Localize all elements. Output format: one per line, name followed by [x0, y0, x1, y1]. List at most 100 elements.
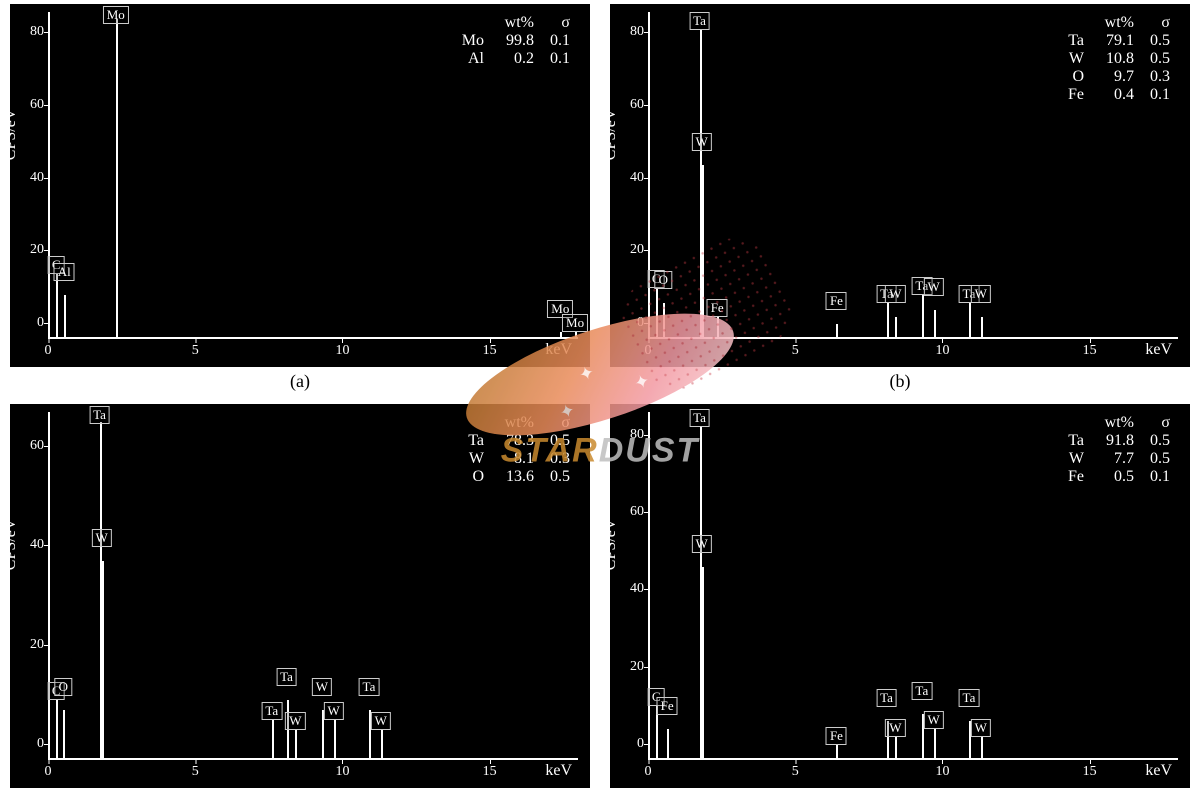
panel-d: CPS/eVkeV020406080051015CFeTaWFeTaWTaWTa…: [600, 400, 1200, 800]
spectrum-peak: [656, 288, 658, 339]
x-tick: 15: [483, 343, 497, 359]
cell-element: O: [1050, 68, 1084, 86]
eds-spectrum-plot: CPS/eVkeV020406080051015CAlMoMoMowt%σMo9…: [10, 4, 590, 367]
panel-grid: CPS/eVkeV020406080051015CAlMoMoMowt%σMo9…: [0, 0, 1200, 800]
table-row: O9.70.3: [1050, 68, 1170, 86]
spectrum-peak: [836, 745, 838, 760]
y-axis-label: CPS/eV: [602, 519, 620, 571]
cell-element: Mo: [450, 32, 484, 50]
spectrum-baseline: [48, 331, 578, 339]
peak-label: W: [371, 712, 391, 730]
header-wt: wt%: [1084, 414, 1134, 432]
cell-element: W: [1050, 450, 1084, 468]
peak-label: Ta: [359, 678, 380, 696]
eds-spectrum-plot: CPS/eVkeV020406080051015CFeTaWFeTaWTaWTa…: [610, 404, 1190, 788]
cell-element: Fe: [1050, 86, 1084, 104]
spectrum-peak: [116, 19, 118, 339]
y-tick: 40: [20, 170, 44, 186]
cell-element: W: [450, 450, 484, 468]
peak-label: Ta: [276, 668, 297, 686]
peak-label: W: [285, 712, 305, 730]
cell-element: Ta: [1050, 432, 1084, 450]
y-tick: 20: [620, 659, 644, 675]
cell-wt: 9.7: [1084, 68, 1134, 86]
y-axis: [48, 412, 50, 760]
spectrum-peak: [667, 729, 669, 760]
x-tick: 10: [335, 764, 349, 780]
spectrum-peak: [560, 332, 562, 339]
cell-sigma: 0.3: [534, 450, 570, 468]
x-tick: 0: [645, 764, 652, 780]
header-wt: wt%: [484, 414, 534, 432]
cell-wt: 13.6: [484, 468, 534, 486]
peak-label: Al: [54, 263, 75, 281]
cell-sigma: 0.5: [1134, 50, 1170, 68]
header-sigma: σ: [1134, 14, 1170, 32]
cell-element: Ta: [450, 432, 484, 450]
peak-label: W: [91, 529, 111, 547]
y-axis-label: CPS/eV: [2, 519, 20, 571]
peak-label: W: [691, 133, 711, 151]
x-tick: 15: [1083, 343, 1097, 359]
table-row: W8.10.3: [450, 450, 570, 468]
spectrum-peak: [934, 729, 936, 760]
y-tick: 20: [20, 242, 44, 258]
spectrum-peak: [63, 710, 65, 760]
y-tick: 40: [20, 537, 44, 553]
y-tick: 20: [620, 242, 644, 258]
table-header-row: wt%σ: [1050, 414, 1170, 432]
x-tick: 5: [792, 764, 799, 780]
table-header-row: wt%σ: [450, 414, 570, 432]
header-element: [1050, 14, 1084, 32]
table-row: Mo99.80.1: [450, 32, 570, 50]
cell-sigma: 0.5: [1134, 450, 1170, 468]
header-wt: wt%: [1084, 14, 1134, 32]
table-row: Al0.20.1: [450, 50, 570, 68]
x-tick: 0: [45, 343, 52, 359]
peak-label: Fe: [826, 727, 847, 745]
y-tick: 0: [20, 736, 44, 752]
table-row: Ta91.80.5: [1050, 432, 1170, 450]
y-axis: [648, 412, 650, 760]
header-sigma: σ: [1134, 414, 1170, 432]
peak-label: O: [655, 271, 672, 289]
y-axis: [648, 12, 650, 339]
composition-table: wt%σTa79.10.5W10.80.5O9.70.3Fe0.40.1: [1050, 14, 1170, 104]
peak-label: Ta: [876, 689, 897, 707]
table-row: Fe0.50.1: [1050, 468, 1170, 486]
cell-wt: 10.8: [1084, 50, 1134, 68]
cell-wt: 0.2: [484, 50, 534, 68]
y-tick: 20: [20, 637, 44, 653]
cell-element: W: [1050, 50, 1084, 68]
spectrum-peak: [981, 737, 983, 760]
cell-wt: 91.8: [1084, 432, 1134, 450]
spectrum-baseline: [48, 752, 578, 760]
peak-label: W: [885, 719, 905, 737]
peak-label: W: [923, 278, 943, 296]
cell-element: Ta: [1050, 32, 1084, 50]
spectrum-peak: [895, 737, 897, 760]
panel-a: CPS/eVkeV020406080051015CAlMoMoMowt%σMo9…: [0, 0, 600, 400]
panel-caption: (a): [0, 367, 600, 400]
cell-sigma: 0.1: [534, 50, 570, 68]
panel-c: CPS/eVkeV0204060051015COTaWTaTaWWWTaWwt%…: [0, 400, 600, 800]
spectrum-peak: [702, 567, 704, 760]
spectrum-peak: [969, 303, 971, 339]
peak-label: Ta: [959, 689, 980, 707]
peak-label: W: [691, 535, 711, 553]
x-axis-label: keV: [1145, 762, 1172, 780]
spectrum-peak: [934, 310, 936, 339]
y-axis-label: CPS/eV: [602, 108, 620, 160]
cell-sigma: 0.5: [1134, 432, 1170, 450]
y-tick: 40: [620, 581, 644, 597]
table-header-row: wt%σ: [450, 14, 570, 32]
spectrum-peak: [56, 700, 58, 760]
header-sigma: σ: [534, 414, 570, 432]
spectrum-peak: [922, 295, 924, 339]
cell-wt: 0.5: [1084, 468, 1134, 486]
cell-wt: 7.7: [1084, 450, 1134, 468]
spectrum-peak: [717, 317, 719, 339]
header-wt: wt%: [484, 14, 534, 32]
peak-label: Ta: [261, 702, 282, 720]
composition-table: wt%σTa78.30.5W8.10.3O13.60.5: [450, 414, 570, 486]
